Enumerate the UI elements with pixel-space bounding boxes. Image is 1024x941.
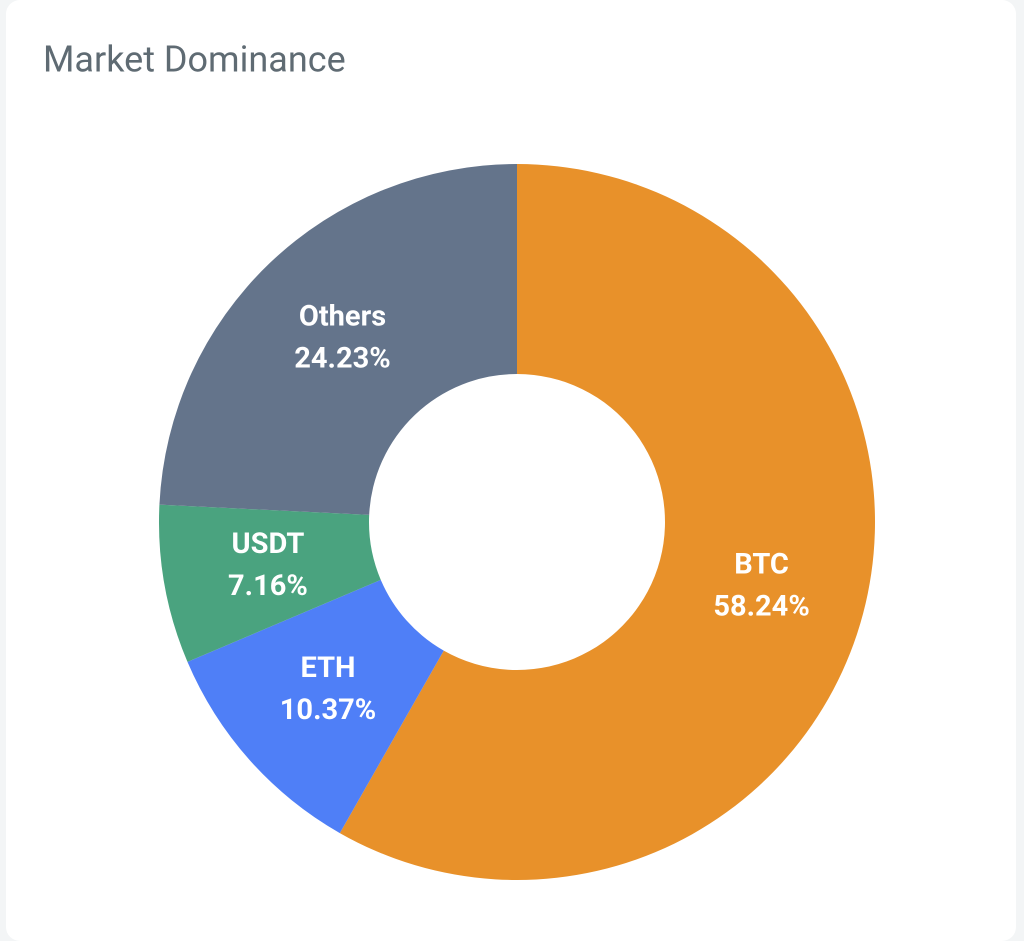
slice (158, 504, 381, 662)
slice-label: USDT (232, 527, 305, 561)
slice-label: ETH (300, 651, 355, 685)
slice (339, 164, 875, 880)
slice (187, 579, 444, 834)
slice-value-label: 7.16% (228, 569, 308, 603)
slice (159, 164, 518, 515)
slice-value-label: 58.24% (713, 589, 809, 623)
chart-title: Market Dominance (43, 39, 346, 81)
slice-value-label: 24.23% (294, 341, 390, 375)
slice-label: Others (299, 299, 386, 333)
slice-value-label: 10.37% (280, 693, 376, 727)
slice-label: BTC (734, 547, 789, 581)
